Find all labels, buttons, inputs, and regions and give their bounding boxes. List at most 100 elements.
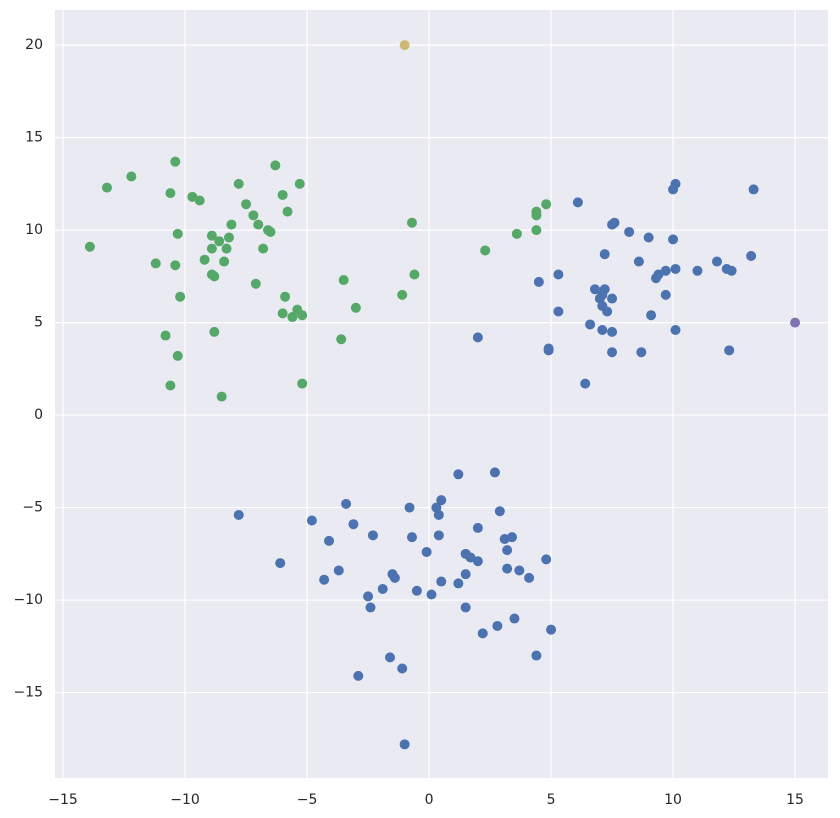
point [585, 319, 596, 330]
point [502, 563, 513, 574]
x-tick-label: 10 [664, 792, 682, 808]
point [377, 583, 388, 594]
point [265, 226, 276, 237]
point [724, 345, 735, 356]
point [433, 509, 444, 520]
x-tick-label: 15 [786, 792, 804, 808]
point [348, 519, 359, 530]
point [233, 509, 244, 520]
point [275, 558, 286, 569]
point [248, 210, 259, 221]
point [692, 265, 703, 276]
point [241, 199, 252, 210]
point [790, 317, 801, 328]
point [607, 326, 618, 337]
point [514, 565, 525, 576]
point [367, 530, 378, 541]
point [460, 602, 471, 613]
point [589, 284, 600, 295]
point [748, 184, 759, 195]
point [206, 243, 217, 254]
point [472, 332, 483, 343]
point [333, 565, 344, 576]
point [494, 506, 505, 517]
point [670, 178, 681, 189]
point [602, 306, 613, 317]
point [492, 620, 503, 631]
point [219, 256, 230, 267]
point [277, 308, 288, 319]
point [411, 585, 422, 596]
x-tick-label: −5 [297, 792, 318, 808]
point [509, 613, 520, 624]
point [531, 206, 542, 217]
point [541, 554, 552, 565]
point [389, 572, 400, 583]
point [397, 663, 408, 674]
point [175, 291, 186, 302]
point [172, 350, 183, 361]
y-tick-label: 5 [34, 315, 43, 331]
point [297, 310, 308, 321]
point [209, 326, 220, 337]
point [150, 258, 161, 269]
point [607, 347, 618, 358]
point [660, 289, 671, 300]
x-tick-label: 5 [547, 792, 556, 808]
point [194, 195, 205, 206]
point [350, 302, 361, 313]
point [460, 569, 471, 580]
point [209, 271, 220, 282]
point [385, 652, 396, 663]
point [165, 380, 176, 391]
point [221, 243, 232, 254]
point [353, 670, 364, 681]
point [660, 265, 671, 276]
point [502, 545, 513, 556]
point [294, 178, 305, 189]
point [270, 160, 281, 171]
point [543, 345, 554, 356]
point [553, 269, 564, 280]
plot-area [55, 10, 828, 778]
point [406, 532, 417, 543]
point [280, 291, 291, 302]
point [336, 334, 347, 345]
point [643, 232, 654, 243]
point [199, 254, 210, 265]
point [546, 624, 557, 635]
point [399, 739, 410, 750]
point [533, 276, 544, 287]
point [365, 602, 376, 613]
x-tick-label: 0 [425, 792, 434, 808]
point [253, 219, 264, 230]
x-tick-label: −10 [170, 792, 200, 808]
point [524, 572, 535, 583]
point [233, 178, 244, 189]
y-tick-label: −10 [13, 592, 43, 608]
point [101, 182, 112, 193]
point [599, 249, 610, 260]
point [297, 378, 308, 389]
point [436, 495, 447, 506]
point [477, 628, 488, 639]
point [399, 40, 410, 51]
point [511, 228, 522, 239]
point [421, 546, 432, 557]
point [226, 219, 237, 230]
point [531, 650, 542, 661]
point [258, 243, 269, 254]
x-tick-label: −15 [48, 792, 78, 808]
y-tick-label: −5 [22, 500, 43, 516]
point [433, 530, 444, 541]
point [250, 278, 261, 289]
point [624, 226, 635, 237]
y-tick-label: 15 [25, 130, 43, 146]
point [507, 532, 518, 543]
point [553, 306, 564, 317]
point [397, 289, 408, 300]
point [404, 502, 415, 513]
point [170, 260, 181, 271]
point [282, 206, 293, 217]
point [597, 325, 608, 335]
